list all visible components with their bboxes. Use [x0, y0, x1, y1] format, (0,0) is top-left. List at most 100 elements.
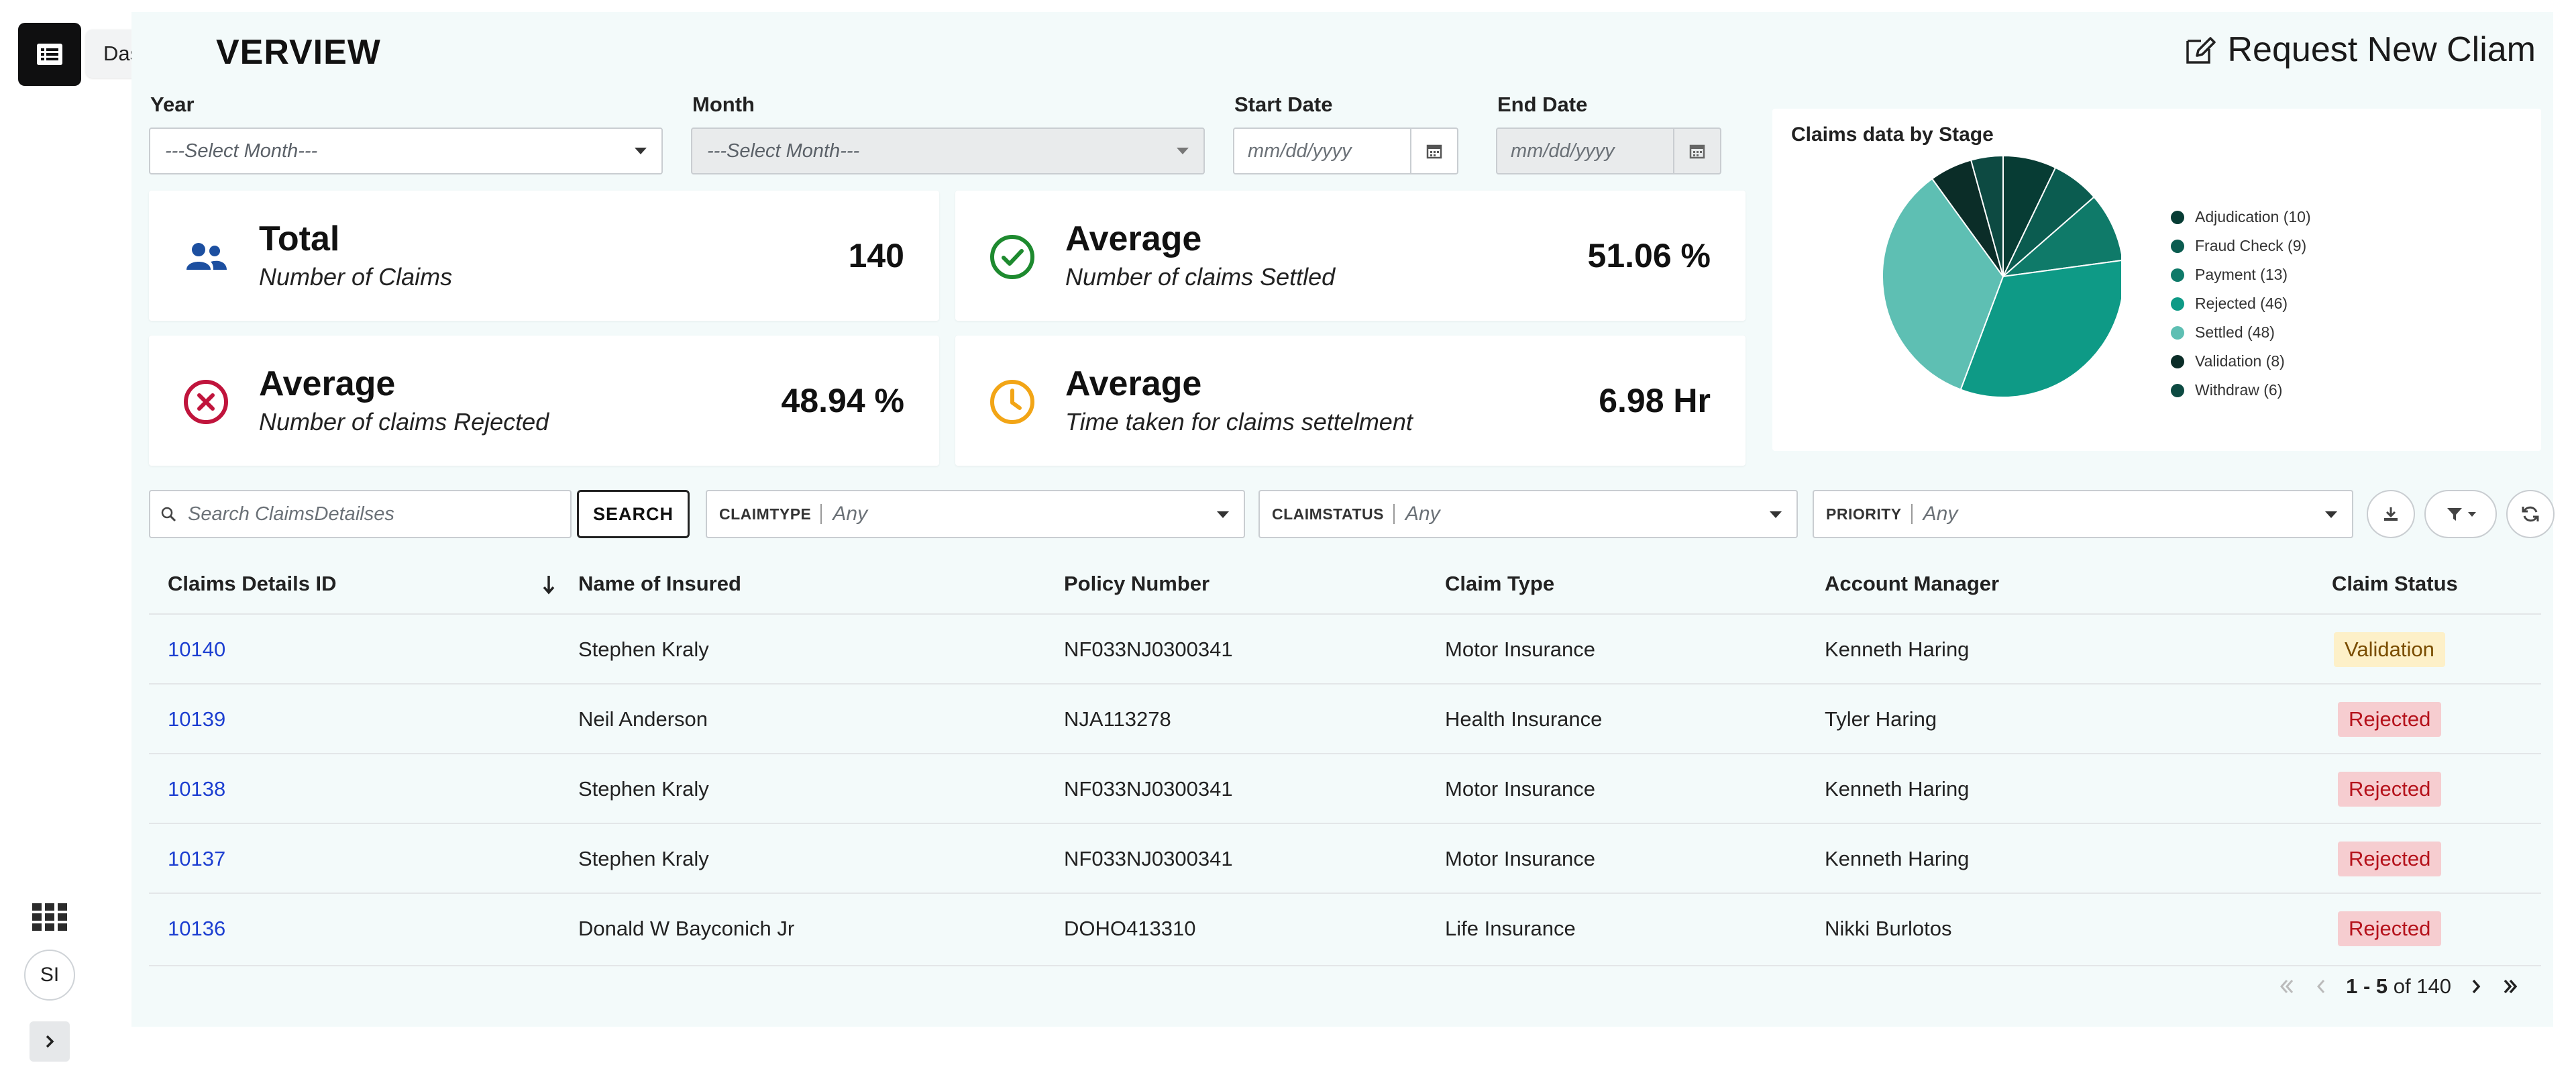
column-header-status[interactable]: Claim Status [2332, 572, 2458, 595]
chevron-down-icon [635, 148, 647, 154]
legend-item[interactable]: Fraud Check (9) [2171, 232, 2311, 260]
user-avatar[interactable]: SI [24, 950, 75, 1001]
column-header-name[interactable]: Name of Insured [578, 572, 741, 595]
priority-filter-value: Any [1923, 503, 1958, 525]
dashboard-button[interactable] [18, 23, 81, 86]
table-row[interactable]: 10138 Stephen Kraly NF033NJ0300341 Motor In… [149, 753, 2541, 824]
legend-swatch [2171, 383, 2184, 397]
pie-slice[interactable] [1960, 260, 2121, 398]
list-icon [37, 44, 62, 65]
end-date-field[interactable]: mm/dd/yyyy [1496, 128, 1721, 174]
legend-item[interactable]: Adjudication (10) [2171, 203, 2311, 232]
pie-slice[interactable] [1882, 177, 2004, 391]
table-row[interactable]: 10140 Stephen Kraly NF033NJ0300341 Motor In… [149, 613, 2541, 684]
cell-name: Neil Anderson [578, 707, 708, 731]
chart-title: Claims data by Stage [1791, 123, 1994, 146]
cell-name: Stephen Kraly [578, 777, 709, 801]
year-select[interactable]: ---Select Month--- [149, 128, 663, 174]
priority-filter[interactable]: PRIORITY Any [1813, 490, 2353, 538]
cell-claim-id[interactable]: 10140 [168, 638, 226, 661]
legend-label: Payment (13) [2195, 266, 2288, 283]
calendar-icon[interactable] [1673, 129, 1720, 173]
cell-claim-id[interactable]: 10136 [168, 917, 226, 940]
legend-item[interactable]: Payment (13) [2171, 260, 2311, 289]
first-page-icon[interactable] [2276, 976, 2296, 997]
cell-claim-type: Motor Insurance [1445, 847, 1595, 870]
claimstatus-filter-label: CLAIMSTATUS [1272, 504, 1395, 524]
left-rail: Dashboard SI [0, 0, 223, 1067]
column-header-manager[interactable]: Account Manager [1825, 572, 2000, 595]
start-date-input[interactable]: mm/dd/yyyy [1248, 140, 1352, 162]
cell-policy: NF033NJ0300341 [1064, 777, 1233, 801]
next-page-icon[interactable] [2469, 976, 2483, 997]
refresh-button[interactable] [2506, 490, 2555, 538]
table-row[interactable]: 10136 Donald W Bayconich Jr DOHO413310 Life… [149, 893, 2541, 964]
search-button[interactable]: SEARCH [577, 490, 690, 538]
column-header-claim-id[interactable]: Claims Details ID [168, 572, 337, 595]
clock-icon [990, 380, 1034, 424]
sort-desc-icon[interactable] [542, 574, 555, 596]
x-circle-icon [184, 380, 228, 424]
legend-item[interactable]: Settled (48) [2171, 318, 2311, 347]
end-date-input[interactable]: mm/dd/yyyy [1511, 140, 1615, 162]
cell-claim-id[interactable]: 10137 [168, 847, 226, 870]
pie-slice[interactable] [2000, 196, 2121, 278]
cell-claim-id[interactable]: 10138 [168, 777, 226, 801]
stat-subtitle: Number of claims Settled [1065, 263, 1336, 291]
cell-claim-type: Life Insurance [1445, 917, 1576, 940]
chevron-down-icon [1770, 511, 1782, 518]
column-header-policy[interactable]: Policy Number [1064, 572, 1210, 595]
calendar-icon[interactable] [1410, 129, 1457, 173]
legend-label: Rejected (46) [2195, 295, 2288, 312]
download-button[interactable] [2367, 490, 2415, 538]
expand-rail-button[interactable] [30, 1021, 70, 1062]
cell-policy: NJA113278 [1064, 707, 1171, 731]
page-range-text: 1 - 5 of 140 [2346, 974, 2451, 999]
stat-value: 48.94 % [781, 382, 904, 419]
legend-swatch [2171, 354, 2184, 368]
search-box [149, 490, 572, 538]
status-badge: Rejected [2338, 702, 2442, 737]
year-select-value: ---Select Month--- [165, 140, 318, 162]
chevron-right-icon [46, 1035, 54, 1048]
stat-card-settled: Average Number of claims Settled 51.06 % [955, 191, 1746, 321]
cell-name: Stephen Kraly [578, 638, 709, 661]
month-select[interactable]: ---Select Month--- [691, 128, 1205, 174]
end-date-label: End Date [1497, 93, 1588, 116]
stat-heading: Average [1065, 364, 1202, 403]
column-header-claim-type[interactable]: Claim Type [1445, 572, 1555, 595]
cell-policy: NF033NJ0300341 [1064, 638, 1233, 661]
legend-item[interactable]: Validation (8) [2171, 347, 2311, 376]
legend-label: Withdraw (6) [2195, 381, 2283, 399]
cell-claim-id[interactable]: 10139 [168, 707, 226, 731]
stat-value: 6.98 Hr [1599, 382, 1711, 419]
claimtype-filter[interactable]: CLAIMTYPE Any [706, 490, 1245, 538]
cell-policy: DOHO413310 [1064, 917, 1196, 940]
legend-item[interactable]: Rejected (46) [2171, 289, 2311, 318]
filter-menu-button[interactable] [2424, 490, 2497, 538]
cell-manager: Nikki Burlotos [1825, 917, 1952, 940]
page-range: 1 - 5 [2346, 974, 2388, 998]
legend-swatch [2171, 239, 2184, 253]
legend-swatch [2171, 210, 2184, 224]
stat-subtitle: Number of claims Rejected [259, 408, 549, 436]
prev-page-icon[interactable] [2314, 976, 2328, 997]
table-row[interactable]: 10137 Stephen Kraly NF033NJ0300341 Motor In… [149, 823, 2541, 894]
month-select-value: ---Select Month--- [707, 140, 860, 162]
year-label: Year [150, 93, 195, 116]
search-input[interactable] [186, 502, 551, 526]
table-row[interactable]: 10139 Neil Anderson NJA113278 Health Insura… [149, 683, 2541, 754]
claimstatus-filter[interactable]: CLAIMSTATUS Any [1258, 490, 1798, 538]
cell-manager: Kenneth Haring [1825, 638, 1970, 661]
chevron-down-icon [1217, 511, 1229, 518]
last-page-icon[interactable] [2501, 976, 2521, 997]
apps-grid-button[interactable] [30, 897, 70, 937]
pie-slice[interactable] [1970, 156, 2004, 277]
legend-item[interactable]: Withdraw (6) [2171, 376, 2311, 405]
start-date-field[interactable]: mm/dd/yyyy [1233, 128, 1458, 174]
check-circle-icon [990, 235, 1034, 279]
cell-name: Donald W Bayconich Jr [578, 917, 795, 940]
pagination: 1 - 5 of 140 [2276, 974, 2521, 999]
legend-label: Settled (48) [2195, 323, 2275, 341]
request-new-claim-button[interactable]: Request New Cliam [2184, 30, 2536, 70]
